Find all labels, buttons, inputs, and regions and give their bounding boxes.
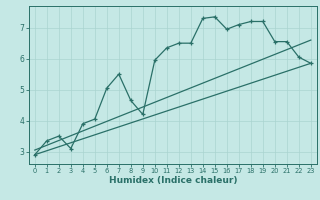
X-axis label: Humidex (Indice chaleur): Humidex (Indice chaleur) bbox=[108, 176, 237, 185]
